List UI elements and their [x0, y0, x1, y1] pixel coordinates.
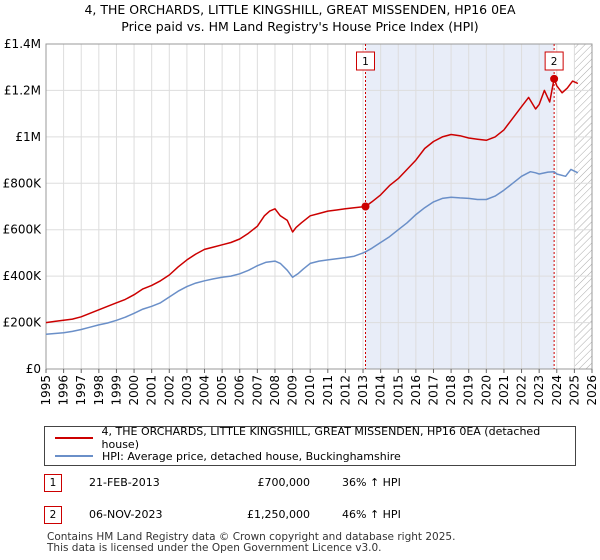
property-price-line [45, 78, 579, 324]
sale-date: 21-FEB-2013 [89, 476, 160, 489]
sale-hpi-change: 46% ↑ HPI [342, 508, 401, 521]
legend-item-property: 4, THE ORCHARDS, LITTLE KINGSHILL, GREAT… [55, 425, 575, 451]
legend-item-hpi: HPI: Average price, detached house, Buck… [55, 447, 401, 465]
x-tick-label: 2024 [550, 375, 564, 406]
forecast-hatch [574, 44, 592, 369]
legend-swatch-hpi [55, 455, 93, 457]
x-tick-label: 2014 [374, 375, 388, 406]
x-tick-label: 1995 [39, 375, 53, 406]
y-tick-label: £0 [26, 362, 41, 376]
x-tick-label: 2010 [303, 375, 317, 406]
y-tick-label: £1.4M [4, 37, 41, 51]
y-tick-label: £400K [3, 269, 43, 283]
x-tick-label: 2001 [145, 375, 159, 406]
sale-point [550, 74, 559, 83]
x-tick-label: 1998 [92, 375, 106, 406]
x-tick-label: 2021 [497, 375, 511, 406]
x-tick-label: 2023 [532, 375, 546, 406]
x-tick-label: 2013 [356, 375, 370, 406]
x-tick-label: 2017 [426, 375, 440, 406]
x-tick-label: 2006 [233, 375, 247, 406]
x-tick-label: 2002 [162, 375, 176, 406]
footer: Contains HM Land Registry data © Crown c… [47, 532, 455, 554]
sale-price: £700,000 [257, 476, 311, 489]
sale-marker-badge: 2 [44, 506, 62, 524]
y-tick-label: £1.2M [4, 83, 41, 97]
sale-label-number: 1 [362, 56, 369, 68]
chart-subtitle: Price paid vs. HM Land Registry's House … [121, 19, 479, 34]
x-tick-label: 1999 [109, 375, 123, 406]
x-tick-label: 2016 [409, 375, 423, 406]
chart-title: 4, THE ORCHARDS, LITTLE KINGSHILL, GREAT… [84, 2, 516, 17]
sale-marker-badge: 1 [44, 474, 62, 492]
x-tick-label: 2019 [462, 375, 476, 406]
legend: 4, THE ORCHARDS, LITTLE KINGSHILL, GREAT… [44, 425, 576, 466]
sale-price: £1,250,000 [247, 508, 310, 521]
y-tick-label: £200K [3, 316, 43, 330]
y-tick-label: £1M [15, 130, 41, 144]
sale-date: 06-NOV-2023 [89, 508, 163, 521]
footer-copyright: Contains HM Land Registry data © Crown c… [47, 531, 456, 543]
sale-hpi-change: 36% ↑ HPI [342, 476, 401, 489]
x-tick-label: 2008 [268, 375, 282, 406]
y-tick-label: £800K [3, 176, 43, 190]
y-tick-label: £600K [3, 223, 43, 237]
price-chart: £0 £200K £400K £600K £800K £1M £1.2M £1.4M 1995 1… [3, 37, 599, 406]
x-tick-label: 1996 [57, 375, 71, 406]
x-tick-label: 2018 [444, 375, 458, 406]
legend-label-hpi: HPI: Average price, detached house, Buck… [102, 449, 401, 463]
x-tick-label: 1997 [74, 375, 88, 406]
sale-label-box [544, 51, 564, 71]
x-tick-label: 2025 [567, 375, 581, 406]
sale-label-box [355, 51, 375, 71]
hpi-line [45, 168, 579, 335]
x-tick-label: 2020 [479, 375, 493, 406]
x-tick-label: 2012 [338, 375, 352, 406]
x-tick-label: 2007 [250, 375, 264, 406]
x-tick-label: 2004 [198, 375, 212, 406]
x-tick-label: 2000 [127, 375, 141, 406]
sale-point [361, 202, 370, 211]
x-tick-label: 2003 [180, 375, 194, 406]
plot-frame [45, 43, 593, 370]
legend-swatch-property [55, 437, 93, 439]
footer-licence: This data is licensed under the Open Gov… [47, 542, 382, 554]
x-tick-label: 2005 [215, 375, 229, 406]
x-tick-label: 2026 [585, 375, 599, 406]
x-tick-label: 2009 [286, 375, 300, 406]
x-tick-label: 2015 [391, 375, 405, 406]
x-tick-label: 2011 [321, 375, 335, 406]
ownership-period-shade [365, 44, 555, 369]
sale-label-number: 2 [551, 56, 558, 68]
legend-label-property: 4, THE ORCHARDS, LITTLE KINGSHILL, GREAT… [101, 425, 541, 451]
x-tick-label: 2022 [515, 375, 529, 406]
